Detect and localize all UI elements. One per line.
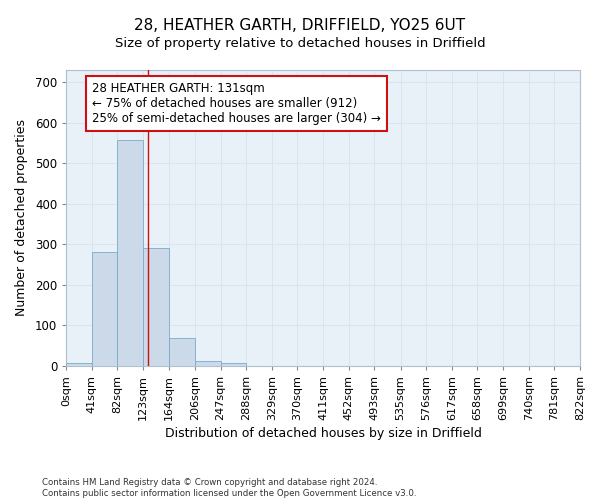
- Bar: [92, 252, 118, 366]
- Text: Contains HM Land Registry data © Crown copyright and database right 2024.
Contai: Contains HM Land Registry data © Crown c…: [42, 478, 416, 498]
- Bar: [118, 140, 143, 366]
- Bar: [221, 362, 246, 366]
- Bar: [169, 338, 195, 366]
- Text: 28 HEATHER GARTH: 131sqm
← 75% of detached houses are smaller (912)
25% of semi-: 28 HEATHER GARTH: 131sqm ← 75% of detach…: [92, 82, 381, 125]
- Text: Size of property relative to detached houses in Driffield: Size of property relative to detached ho…: [115, 38, 485, 51]
- Bar: [143, 248, 169, 366]
- Bar: [195, 360, 221, 366]
- Bar: [66, 362, 92, 366]
- Y-axis label: Number of detached properties: Number of detached properties: [15, 120, 28, 316]
- Text: 28, HEATHER GARTH, DRIFFIELD, YO25 6UT: 28, HEATHER GARTH, DRIFFIELD, YO25 6UT: [134, 18, 466, 32]
- X-axis label: Distribution of detached houses by size in Driffield: Distribution of detached houses by size …: [164, 427, 482, 440]
